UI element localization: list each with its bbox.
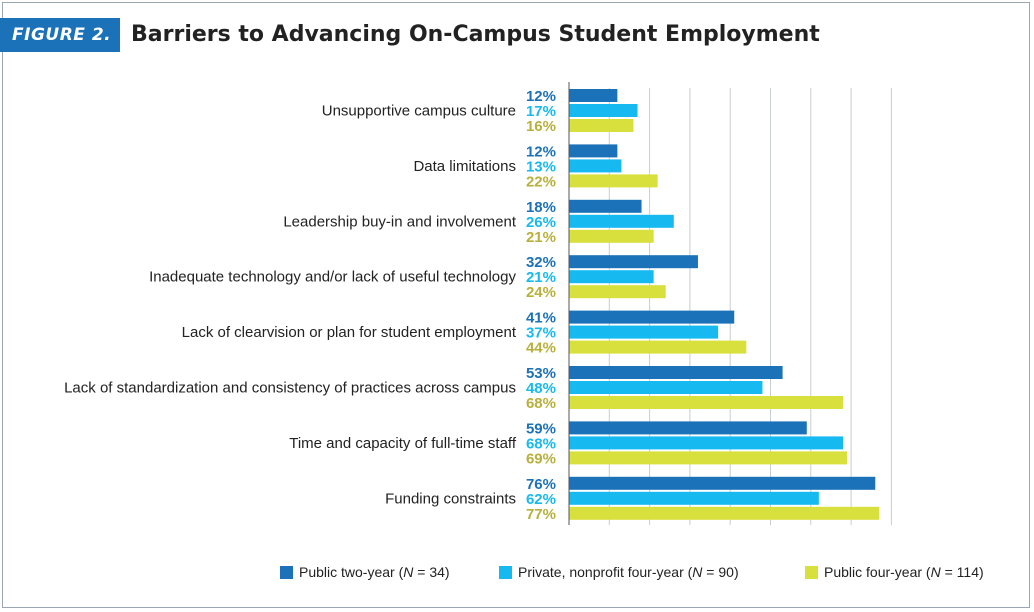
bar [569,476,876,490]
bar [569,119,634,132]
category-label: Lack of clearvision or plan for student … [182,324,517,341]
legend-item-public-two-year: Public two-year (N = 34) [280,560,450,584]
legend-swatch-private-four-year [499,565,512,579]
bar [569,310,735,324]
value-label: 62% [526,491,556,508]
value-label: 32% [526,254,556,271]
bar [569,255,698,269]
legend-swatch-public-two-year [280,565,293,579]
bar [569,340,747,354]
category-label: Lack of standardization and consistency … [64,380,516,397]
bar [569,214,674,228]
value-label: 12% [526,143,556,160]
bar [569,89,618,102]
value-label: 59% [526,420,556,437]
value-label: 21% [526,269,556,286]
figure-title: Barriers to Advancing On-Campus Student … [131,22,820,47]
figure-label: FIGURE 2. [0,18,120,52]
value-label: 68% [526,435,556,452]
legend-swatch-public-four-year [805,565,818,579]
legend: Public two-year (N = 34) Private, nonpro… [280,560,1020,584]
category-label: Funding constraints [385,490,516,507]
bar [569,381,763,394]
value-label: 48% [526,380,556,397]
bar [569,396,844,409]
value-label: 76% [526,476,556,493]
category-label: Leadership buy-in and involvement [283,213,516,230]
value-label: 22% [526,173,556,190]
bar [569,229,654,243]
legend-label-private-four-year: Private, nonprofit four-year (N = 90) [518,564,739,580]
value-label: 17% [526,103,556,120]
bar [569,199,642,213]
category-label: Inadequate technology and/or lack of use… [149,269,516,286]
value-label: 26% [526,214,556,231]
bar [569,421,807,435]
bar [569,270,654,284]
value-label: 13% [526,158,556,175]
value-label: 53% [526,365,556,382]
bar [569,366,783,379]
legend-item-private-four-year: Private, nonprofit four-year (N = 90) [499,560,739,584]
value-label: 68% [526,395,556,412]
category-label: Time and capacity of full-time staff [289,435,517,452]
value-label: 24% [526,284,556,301]
value-label: 77% [526,506,556,523]
bar [569,159,622,173]
value-label: 18% [526,199,556,216]
legend-item-public-four-year: Public four-year (N = 114) [805,560,984,584]
value-label: 41% [526,310,556,327]
bar [569,506,880,520]
value-label: 12% [526,88,556,105]
legend-label-public-four-year: Public four-year (N = 114) [824,564,984,580]
legend-label-public-two-year: Public two-year (N = 34) [299,564,450,580]
bar [569,174,658,188]
bar [569,104,638,117]
bar [569,491,819,505]
category-label: Data limitations [413,158,516,175]
bar [569,144,618,158]
value-label: 37% [526,325,556,342]
value-label: 21% [526,229,556,246]
category-label: Unsupportive campus culture [322,103,516,120]
bar [569,436,844,450]
bar [569,451,848,465]
value-label: 69% [526,450,556,467]
value-label: 44% [526,340,556,357]
value-label: 16% [526,118,556,135]
bar [569,285,666,299]
bar [569,325,719,339]
